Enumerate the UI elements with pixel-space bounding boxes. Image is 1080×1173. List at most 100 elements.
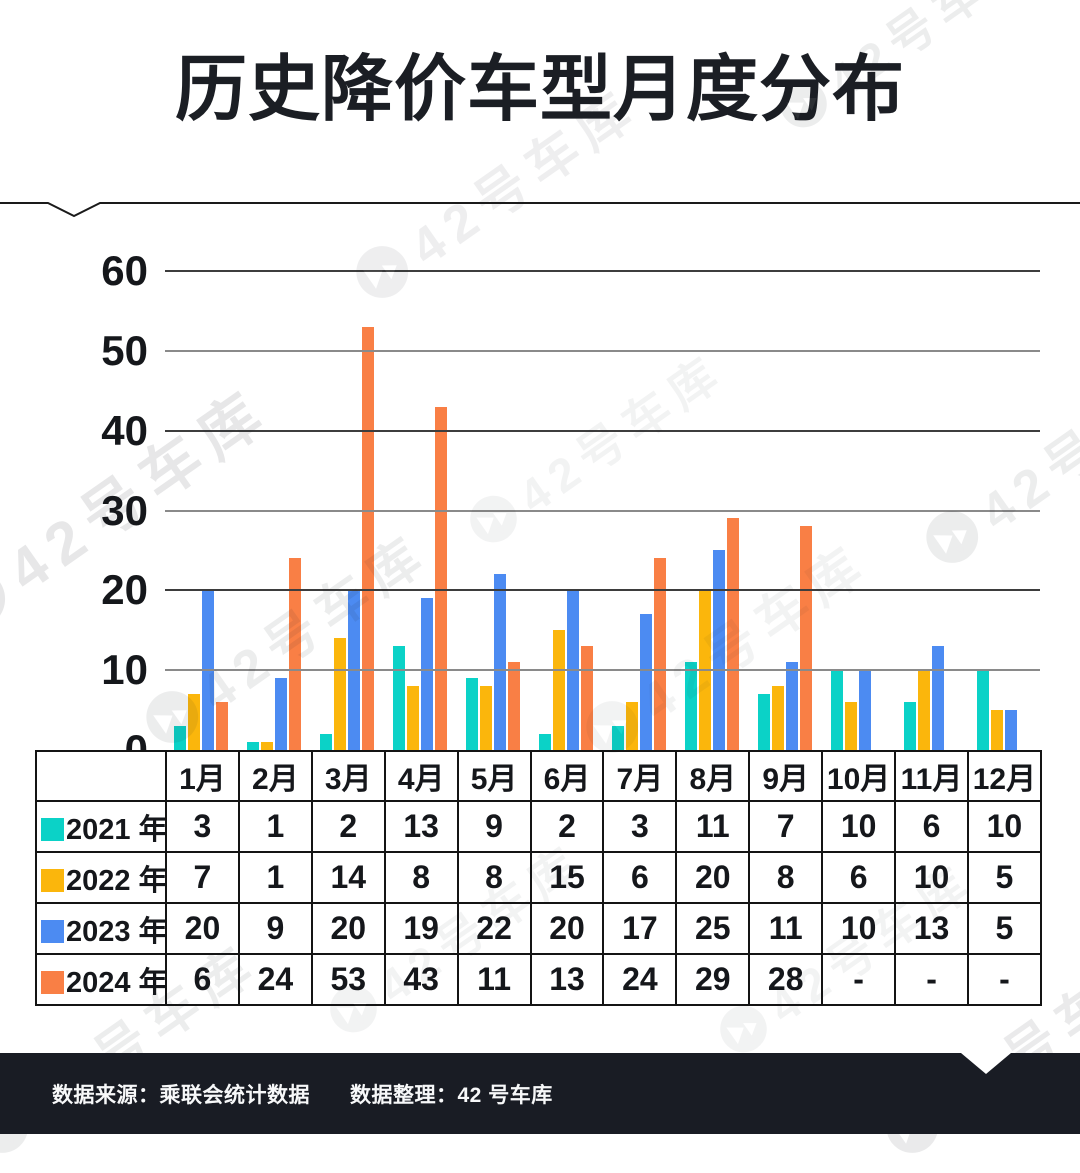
value-cell-2024年-10月: -	[821, 953, 897, 1006]
bar-series-container	[165, 271, 1040, 750]
y-axis-tick-label-60: 60	[101, 247, 148, 294]
bar-2023年-7月	[639, 614, 652, 750]
legend-swatch	[41, 868, 64, 892]
gridline-60	[165, 270, 1040, 272]
value-cell-2021年-5月: 9	[456, 800, 532, 853]
gridline-20	[165, 589, 1040, 592]
bar-group-9月	[748, 271, 821, 750]
value-cell-2024年-8月: 29	[675, 953, 751, 1006]
value-cell-2022年-1月: 7	[165, 851, 240, 904]
legend-cell-2024年: 2024 年	[35, 953, 167, 1006]
value-cell-2021年-12月: 10	[966, 800, 1042, 853]
value-cell-2022年-12月: 5	[966, 851, 1042, 904]
bar-2024年-1月	[216, 702, 229, 750]
bar-2022年-10月	[844, 702, 857, 750]
bar-2023年-4月	[421, 598, 434, 750]
gridline-10	[165, 669, 1040, 672]
value-cell-2023年-10月: 10	[821, 902, 897, 955]
value-cell-2023年-12月: 5	[966, 902, 1042, 955]
month-header-11月: 11月	[894, 750, 969, 802]
month-header-3月: 3月	[310, 750, 386, 802]
gridline-30	[165, 509, 1040, 512]
value-cell-2023年-9月: 11	[748, 902, 824, 955]
data-table: 1月 2月 3月 4月 5月 6月 7月 8月 9月 10月 11月 12月 2021 年 3 1 2 13 9 2…	[35, 750, 1042, 1006]
y-axis-tick-label-10: 10	[101, 646, 148, 694]
value-cell-2023年-2月: 9	[237, 902, 313, 955]
bar-2022年-1月	[188, 694, 201, 750]
bar-group-11月	[894, 271, 967, 750]
bar-2024年-5月	[508, 662, 521, 750]
table-row-2023年: 2023 年 20 9 20 19 22 20 17 25 11 10 13 5	[35, 902, 1042, 955]
month-header-8月: 8月	[675, 750, 751, 802]
value-cell-2021年-2月: 1	[237, 800, 313, 853]
value-cell-2023年-3月: 20	[310, 902, 386, 955]
value-cell-2022年-3月: 14	[310, 851, 386, 904]
month-header-6月: 6月	[529, 750, 605, 802]
bar-2022年-3月	[334, 638, 347, 750]
value-cell-2023年-4月: 19	[383, 902, 459, 955]
page-title: 历史降价车型月度分布	[174, 50, 905, 130]
bar-2021年-2月	[247, 742, 260, 750]
bar-2024年-9月	[799, 526, 812, 750]
value-cell-2024年-12月: -	[966, 953, 1042, 1006]
value-cell-2022年-7月: 6	[602, 851, 678, 904]
value-cell-2024年-11月: -	[894, 953, 969, 1006]
value-cell-2022年-11月: 10	[894, 851, 969, 904]
bar-2022年-12月	[990, 710, 1003, 750]
legend-label: 2023 年	[66, 915, 166, 948]
bar-2024年-3月	[362, 327, 375, 750]
value-cell-2024年-9月: 28	[748, 953, 824, 1006]
bar-group-2月	[238, 271, 311, 750]
bar-2023年-8月	[712, 550, 725, 750]
legend-swatch	[41, 919, 64, 943]
value-cell-2023年-5月: 22	[456, 902, 532, 955]
data-source-label: 数据来源：乘联会统计数据	[52, 1083, 310, 1107]
value-cell-2021年-9月: 7	[748, 800, 824, 853]
value-cell-2023年-6月: 20	[529, 902, 605, 955]
table-row-2021年: 2021 年 3 1 2 13 9 2 3 11 7 10 6 10	[35, 800, 1042, 853]
bar-2021年-7月	[611, 726, 624, 750]
value-cell-2021年-1月: 3	[165, 800, 240, 853]
bar-chart-plot-area	[165, 270, 1040, 750]
value-cell-2024年-5月: 11	[456, 953, 532, 1006]
bar-group-7月	[603, 271, 676, 750]
value-cell-2023年-7月: 17	[602, 902, 678, 955]
bar-2021年-12月	[976, 670, 989, 750]
bar-2021年-3月	[320, 734, 333, 750]
bar-2024年-7月	[653, 558, 666, 750]
value-cell-2021年-6月: 2	[529, 800, 605, 853]
value-cell-2022年-8月: 20	[675, 851, 751, 904]
month-header-4月: 4月	[383, 750, 459, 802]
bar-2022年-7月	[625, 702, 638, 750]
value-cell-2022年-10月: 6	[821, 851, 897, 904]
legend-label: 2022 年	[66, 864, 166, 897]
value-cell-2022年-6月: 15	[529, 851, 605, 904]
y-axis-tick-label-20: 20	[101, 566, 148, 614]
header-divider	[0, 202, 1080, 218]
value-cell-2024年-1月: 6	[165, 953, 240, 1006]
value-cell-2021年-3月: 2	[310, 800, 386, 853]
bar-group-10月	[821, 271, 894, 750]
legend-cell-2021年: 2021 年	[35, 800, 167, 853]
value-cell-2024年-2月: 24	[237, 953, 313, 1006]
value-cell-2022年-4月: 8	[383, 851, 459, 904]
month-header-2月: 2月	[237, 750, 313, 802]
value-cell-2022年-2月: 1	[237, 851, 313, 904]
bar-2021年-11月	[903, 702, 916, 750]
bar-2023年-11月	[931, 646, 944, 750]
month-header-5月: 5月	[456, 750, 532, 802]
value-cell-2021年-7月: 3	[602, 800, 678, 853]
bar-group-5月	[457, 271, 530, 750]
bar-group-12月	[967, 271, 1040, 750]
legend-swatch	[41, 970, 64, 994]
bar-2022年-9月	[771, 686, 784, 750]
bar-2021年-5月	[466, 678, 479, 750]
bar-group-4月	[384, 271, 457, 750]
month-header-7月: 7月	[602, 750, 678, 802]
bar-2024年-6月	[581, 646, 594, 750]
bar-2022年-6月	[553, 630, 566, 750]
month-header-9月: 9月	[748, 750, 824, 802]
month-header-10月: 10月	[821, 750, 897, 802]
bar-2023年-10月	[858, 670, 871, 750]
bar-2021年-6月	[539, 734, 552, 750]
